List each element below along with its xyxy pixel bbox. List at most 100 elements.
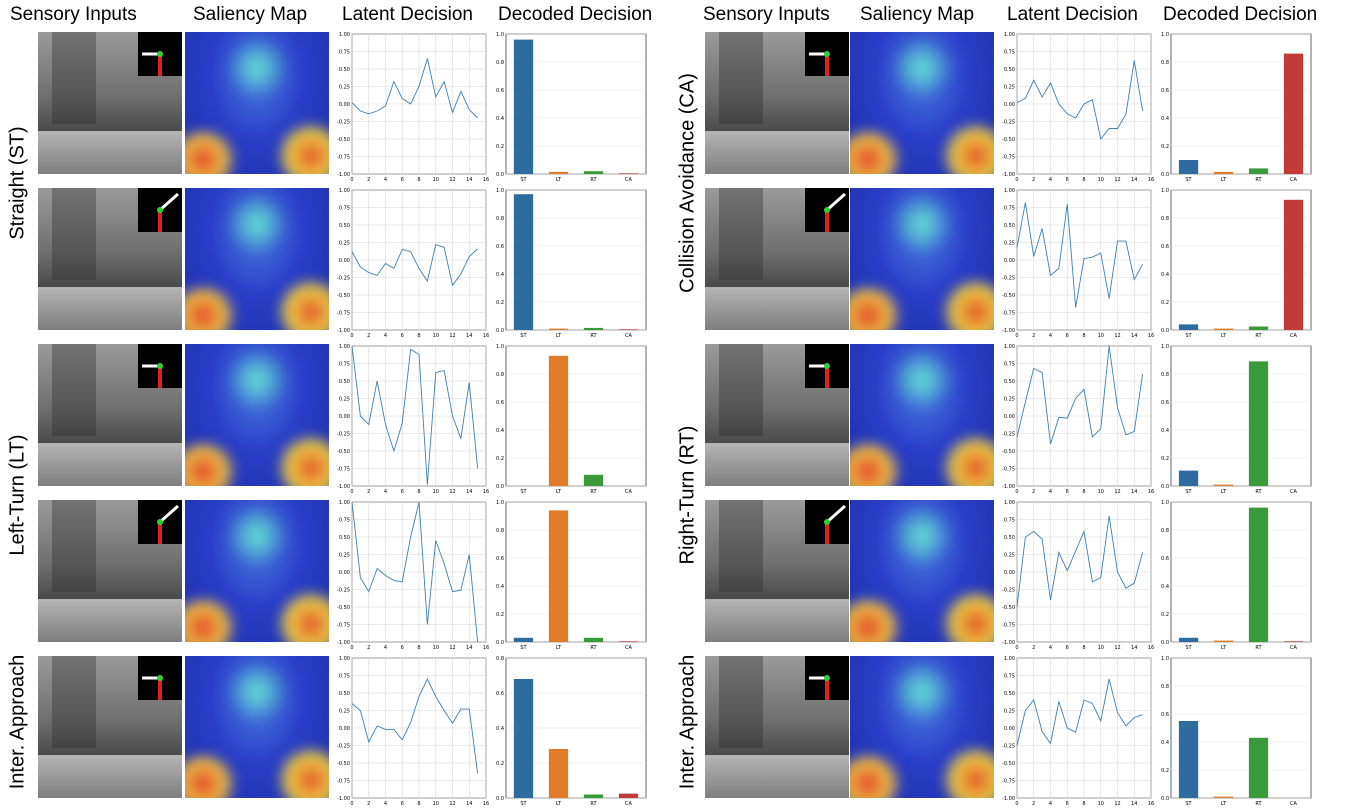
y-tick-label: 1.00 xyxy=(339,656,350,662)
trajectory-inset xyxy=(138,500,182,544)
x-tick-label: 0 xyxy=(350,645,353,651)
x-tick-label: 4 xyxy=(384,333,387,339)
bar-RT xyxy=(583,794,604,798)
sensory-input-image-right-2 xyxy=(705,344,849,486)
y-tick-label: 0.6 xyxy=(496,400,504,406)
bar-LT xyxy=(1213,328,1234,330)
y-tick-label: -0.50 xyxy=(337,761,350,767)
y-tick-label: 1.00 xyxy=(1004,344,1015,350)
x-tick-label: 4 xyxy=(384,489,387,495)
bar-LT xyxy=(548,171,569,174)
saliency-hotspot xyxy=(278,124,329,174)
x-tick-label: RT xyxy=(1255,333,1262,339)
y-tick-label: 0.25 xyxy=(1004,553,1015,559)
y-tick-label: 0.50 xyxy=(339,379,350,385)
x-tick-label: LT xyxy=(1221,177,1227,183)
plot-frame xyxy=(1170,345,1312,487)
corridor-floor xyxy=(38,443,182,486)
x-tick-label: RT xyxy=(1255,801,1262,807)
y-tick-label: -0.50 xyxy=(1002,293,1015,299)
y-tick-label: 0.0 xyxy=(1161,796,1169,802)
y-tick-label: 0.75 xyxy=(1004,206,1015,212)
x-tick-label: 16 xyxy=(1148,489,1154,495)
bar-ST xyxy=(1178,637,1199,642)
y-tick-label: 1.0 xyxy=(1161,188,1169,194)
x-tick-label: RT xyxy=(590,645,597,651)
x-tick-label: LT xyxy=(556,177,562,183)
header-latent-decision-right: Latent Decision xyxy=(1007,4,1138,25)
y-tick-label: 0.6 xyxy=(496,691,504,697)
bar-ST xyxy=(1178,470,1199,486)
y-tick-label: -1.00 xyxy=(1002,796,1015,802)
y-tick-label: 0.0 xyxy=(1161,640,1169,646)
latent-decision-chart-right-4: 1.00 0.75 0.50 0.25 0.00 -0.25 -0.50 -0.75 -1.00… xyxy=(1002,656,1154,807)
corridor-wall xyxy=(52,656,96,749)
y-tick-label: 0.6 xyxy=(1161,244,1169,250)
y-tick-label: -1.00 xyxy=(337,640,350,646)
y-tick-label: 0.50 xyxy=(339,223,350,229)
x-tick-label: 8 xyxy=(417,333,420,339)
x-tick-label: 0 xyxy=(1015,177,1018,183)
x-tick-label: 12 xyxy=(1114,333,1120,339)
y-tick-label: -0.50 xyxy=(1002,761,1015,767)
y-tick-label: 0.2 xyxy=(1161,612,1169,618)
y-tick-label: 0.50 xyxy=(339,691,350,697)
decoded-decision-chart-left-4: 0.8 0.6 0.4 0.2 0.0 ST LT RT CA xyxy=(496,656,647,807)
bar-LT xyxy=(1213,796,1234,798)
y-tick-label: -0.25 xyxy=(337,120,350,126)
x-tick-label: 8 xyxy=(1082,333,1085,339)
sensory-input-image-left-2 xyxy=(38,344,182,486)
y-tick-label: -0.75 xyxy=(337,779,350,785)
corridor-floor xyxy=(38,755,182,798)
y-tick-label: 0.25 xyxy=(1004,85,1015,91)
x-tick-label: 4 xyxy=(384,801,387,807)
saliency-map-left-0 xyxy=(185,32,329,174)
y-tick-label: -0.75 xyxy=(1002,311,1015,317)
latent-decision-chart-right-2: 1.00 0.75 0.50 0.25 0.00 -0.25 -0.50 -0.75 -1.00… xyxy=(1002,344,1154,495)
bar-LT xyxy=(548,328,569,330)
x-tick-label: 16 xyxy=(483,333,489,339)
saliency-hotspot xyxy=(893,351,951,408)
y-tick-label: 0.8 xyxy=(1161,684,1169,690)
sensory-input-image-right-0 xyxy=(705,32,849,174)
y-tick-label: 0.75 xyxy=(339,206,350,212)
y-tick-label: 0.00 xyxy=(339,570,350,576)
y-tick-label: 1.00 xyxy=(339,344,350,350)
saliency-hotspot xyxy=(850,599,901,642)
bar-RT xyxy=(1248,361,1269,486)
saliency-hotspot xyxy=(943,748,994,798)
bar-LT xyxy=(1213,640,1234,642)
y-tick-label: 0.75 xyxy=(339,50,350,56)
x-tick-label: 0 xyxy=(1015,333,1018,339)
y-tick-label: 0.0 xyxy=(496,172,504,178)
latent-decision-chart-left-3: 1.00 0.75 0.50 0.25 0.00 -0.25 -0.50 -0.75 -1.00… xyxy=(337,500,489,651)
y-tick-label: 1.00 xyxy=(1004,500,1015,506)
y-tick-label: 0.4 xyxy=(496,272,504,278)
saliency-map-left-2 xyxy=(185,344,329,486)
y-tick-label: 0.8 xyxy=(496,372,504,378)
y-tick-label: 0.8 xyxy=(496,60,504,66)
y-tick-label: 0.4 xyxy=(1161,740,1169,746)
bar-ST xyxy=(513,39,534,174)
y-tick-label: 0.50 xyxy=(1004,535,1015,541)
corridor-floor xyxy=(705,755,849,798)
corridor-wall xyxy=(52,344,96,437)
x-tick-label: 6 xyxy=(1066,333,1069,339)
decoded-decision-chart-left-0: 1.0 0.8 0.6 0.4 0.2 0.0 ST LT RT CA xyxy=(496,32,647,183)
x-tick-label: 16 xyxy=(483,489,489,495)
y-tick-label: 0.6 xyxy=(1161,88,1169,94)
y-tick-label: 1.00 xyxy=(339,32,350,38)
x-tick-label: 4 xyxy=(1049,645,1052,651)
x-tick-label: 0 xyxy=(350,489,353,495)
trajectory-inset xyxy=(138,656,182,700)
y-tick-label: 0.8 xyxy=(1161,528,1169,534)
y-tick-label: -0.50 xyxy=(337,137,350,143)
bar-LT xyxy=(548,510,569,642)
x-tick-label: 6 xyxy=(401,333,404,339)
header-latent-decision-left: Latent Decision xyxy=(342,4,473,25)
x-tick-label: 10 xyxy=(1098,645,1104,651)
x-tick-label: 8 xyxy=(1082,177,1085,183)
y-tick-label: 0.2 xyxy=(1161,456,1169,462)
x-tick-label: ST xyxy=(1185,177,1192,183)
y-tick-label: 1.00 xyxy=(339,188,350,194)
